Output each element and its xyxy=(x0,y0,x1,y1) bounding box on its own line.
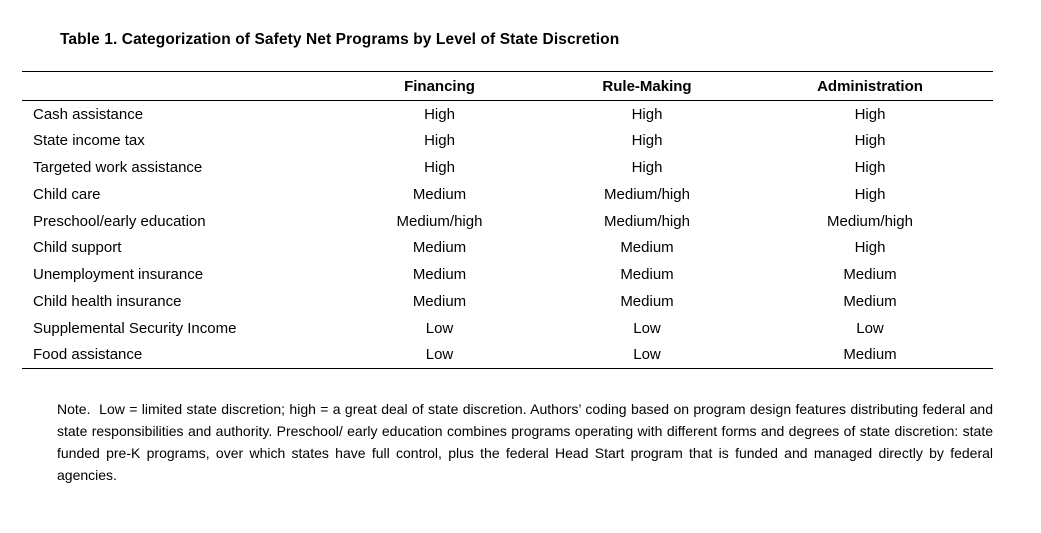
rule-making-cell: High xyxy=(631,158,663,176)
financing-cell: Medium/high xyxy=(396,212,483,230)
rule-making-cell: Medium xyxy=(620,266,674,284)
program-name-cell: Unemployment insurance xyxy=(33,266,204,284)
rule-making-cell: Low xyxy=(633,319,661,337)
table-row: Targeted work assistance High High High xyxy=(22,154,993,181)
administration-cell: High xyxy=(854,185,886,203)
rule-making-cell: High xyxy=(631,132,663,150)
financing-cell: Low xyxy=(425,319,454,337)
administration-cell: Medium xyxy=(843,292,897,310)
administration-cell: Medium xyxy=(843,346,897,364)
column-header-administration: Administration xyxy=(817,77,923,95)
program-name-cell: Child support xyxy=(33,239,122,257)
table-row: Child health insurance Medium Medium Med… xyxy=(22,288,993,315)
program-name-cell: Food assistance xyxy=(33,346,143,364)
administration-cell: High xyxy=(854,105,886,123)
table-title: Table 1. Categorization of Safety Net Pr… xyxy=(60,31,620,48)
table-body: Cash assistance High High High State inc… xyxy=(22,101,993,369)
table-row: Child support Medium Medium High xyxy=(22,234,993,261)
rule-making-cell: High xyxy=(631,105,663,123)
column-header-rule-making: Rule-Making xyxy=(602,77,692,95)
rule-making-cell: Medium xyxy=(620,292,674,310)
table-row: Cash assistance High High High xyxy=(22,101,993,128)
table-row: Child care Medium Medium/high High xyxy=(22,181,993,208)
financing-cell: Medium xyxy=(412,185,467,203)
financing-cell: Medium xyxy=(412,266,467,284)
administration-cell: High xyxy=(854,239,886,257)
administration-cell: Medium/high xyxy=(827,212,913,230)
table-row: Preschool/early education Medium/high Me… xyxy=(22,208,993,235)
financing-cell: High xyxy=(424,132,455,150)
administration-cell: High xyxy=(854,132,886,150)
header-row: Financing Rule-Making Administration xyxy=(22,72,993,101)
safety-net-table: Financing Rule-Making Administration Cas… xyxy=(22,71,993,369)
program-name-cell: Supplemental Security Income xyxy=(33,319,237,337)
table-row: Supplemental Security Income Low Low Low xyxy=(22,315,993,342)
program-name-cell: Child care xyxy=(33,185,101,203)
table-row: State income tax High High High xyxy=(22,127,993,154)
rule-making-cell: Low xyxy=(633,346,661,364)
table-row: Unemployment insurance Medium Medium Med… xyxy=(22,261,993,288)
rule-making-cell: Medium/high xyxy=(604,212,690,230)
administration-cell: High xyxy=(854,158,886,176)
financing-cell: Medium xyxy=(412,239,467,257)
program-name-cell: State income tax xyxy=(33,132,145,150)
column-header-program xyxy=(22,72,332,101)
program-name-cell: Child health insurance xyxy=(33,292,182,310)
table-row: Food assistance Low Low Medium xyxy=(22,342,993,369)
administration-cell: Low xyxy=(856,319,884,337)
financing-cell: Low xyxy=(425,346,454,364)
table-note: Note. Low = limited state discretion; hi… xyxy=(57,401,997,483)
table-header: Financing Rule-Making Administration xyxy=(22,72,993,101)
program-name-cell: Cash assistance xyxy=(33,105,144,123)
rule-making-cell: Medium xyxy=(620,239,674,257)
financing-cell: Medium xyxy=(412,292,467,310)
program-name-cell: Targeted work assistance xyxy=(33,158,203,176)
rule-making-cell: Medium/high xyxy=(604,185,690,203)
program-name-cell: Preschool/early education xyxy=(33,212,206,230)
financing-cell: High xyxy=(424,105,455,123)
column-header-financing: Financing xyxy=(404,77,475,95)
financing-cell: High xyxy=(424,158,455,176)
administration-cell: Medium xyxy=(843,266,897,284)
